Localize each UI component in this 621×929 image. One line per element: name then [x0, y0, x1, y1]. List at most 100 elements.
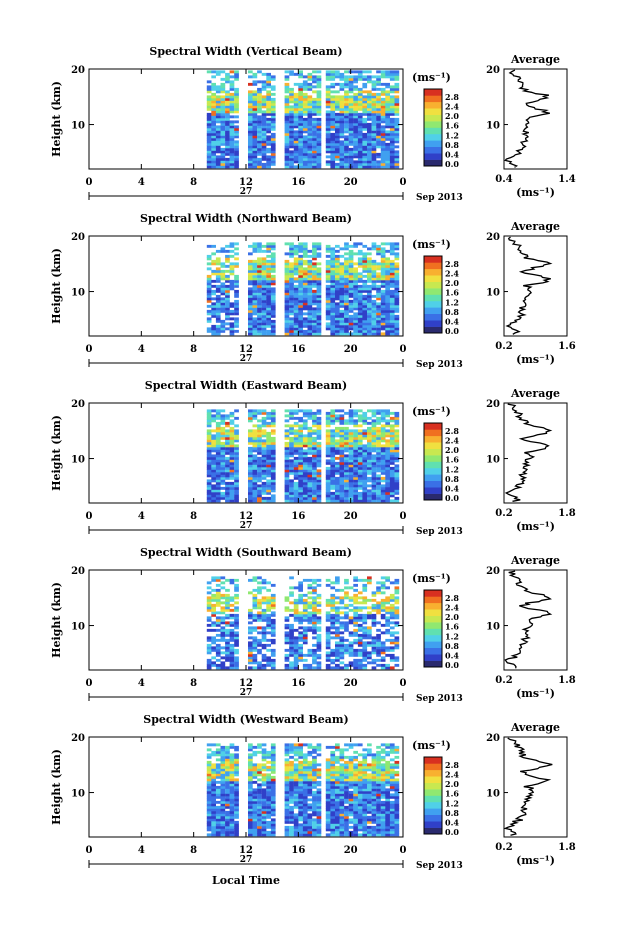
heatmap-cell: [348, 115, 354, 119]
heatmap-cell: [225, 414, 230, 418]
heatmap-cell: [215, 628, 221, 632]
heatmap-cell: [376, 155, 381, 159]
heatmap-cell: [380, 601, 386, 605]
heatmap-cell: [211, 588, 216, 592]
heatmap-cell: [220, 803, 226, 807]
heatmap-cell: [234, 638, 239, 642]
heatmap-cell: [335, 608, 340, 612]
heatmap-cell: [376, 653, 381, 657]
heatmap-cell: [261, 130, 267, 134]
heatmap-cell: [248, 666, 253, 670]
heatmap-cell: [289, 107, 294, 111]
heatmap-cell: [293, 324, 299, 328]
heatmap-cell: [266, 277, 271, 281]
heatmap-cell: [330, 262, 336, 266]
heatmap-cell: [252, 476, 258, 480]
heatmap-cell: [252, 436, 258, 440]
heatmap-cell: [316, 638, 322, 642]
heatmap-cell: [348, 274, 354, 278]
heatmap-cell: [307, 486, 313, 490]
heatmap-cell: [312, 262, 317, 266]
colorbar-swatch: [424, 480, 442, 488]
heatmap-cell: [206, 496, 212, 500]
heatmap-cell: [206, 489, 212, 493]
x-tick-label: 0: [86, 678, 93, 689]
heatmap-cell: [344, 157, 349, 161]
heatmap-cell: [234, 788, 239, 792]
heatmap-cell: [302, 302, 308, 306]
heatmap-cell: [385, 494, 390, 498]
heatmap-cell: [394, 611, 400, 615]
heatmap-cell: [257, 150, 262, 154]
heatmap-cell: [298, 479, 303, 483]
heatmap-cell: [357, 666, 363, 670]
heatmap-cell: [330, 157, 336, 161]
heatmap-cell: [307, 446, 313, 450]
heatmap-cell: [270, 307, 276, 311]
heatmap-cell: [215, 307, 221, 311]
heatmap-cell: [229, 623, 235, 627]
heatmap-cell: [215, 429, 221, 433]
heatmap-cell: [302, 449, 308, 453]
heatmap-cell: [307, 329, 313, 333]
heatmap-cell: [385, 307, 390, 311]
heatmap-cell: [348, 112, 354, 116]
x-tick-label: 4: [138, 344, 145, 355]
heatmap-cell: [389, 633, 395, 637]
heatmap-cell: [325, 479, 331, 483]
heatmap-cell: [220, 633, 226, 637]
heatmap-cell: [211, 284, 216, 288]
heatmap-cell: [293, 496, 299, 500]
heatmap-cell: [215, 160, 221, 164]
heatmap-cell: [220, 496, 226, 500]
heatmap-cell: [380, 446, 386, 450]
heatmap-cell: [389, 439, 395, 443]
heatmap-cell: [367, 611, 372, 615]
heatmap-cell: [220, 491, 226, 495]
heatmap-cell: [307, 466, 313, 470]
heatmap-cell: [220, 815, 226, 819]
heatmap-cell: [307, 474, 313, 478]
heatmap-cell: [270, 77, 276, 81]
heatmap-cell: [270, 489, 276, 493]
heatmap-cell: [385, 474, 390, 478]
heatmap-cell: [248, 147, 253, 151]
heatmap-cell: [261, 262, 267, 266]
heatmap-cell: [252, 494, 258, 498]
heatmap-cell: [234, 486, 239, 490]
heatmap-cell: [362, 656, 368, 660]
heatmap-cell: [220, 748, 226, 752]
heatmap-cell: [353, 267, 358, 271]
heatmap-cell: [206, 319, 212, 323]
heatmap-cell: [385, 601, 390, 605]
heatmap-cell: [330, 77, 336, 81]
heatmap-cell: [266, 102, 271, 106]
heatmap-cell: [312, 476, 317, 480]
heatmap-cell: [225, 312, 230, 316]
heatmap-cell: [289, 459, 294, 463]
heatmap-cell: [380, 284, 386, 288]
heatmap-cell: [380, 591, 386, 595]
heatmap-cell: [252, 439, 258, 443]
heatmap-cell: [362, 601, 368, 605]
heatmap-cell: [316, 120, 322, 124]
heatmap-cell: [335, 332, 340, 336]
heatmap-cell: [348, 282, 354, 286]
heatmap-cell: [316, 481, 322, 485]
heatmap-cell: [357, 464, 363, 468]
heatmap-cell: [229, 155, 235, 159]
heatmap-cell: [270, 112, 276, 116]
heatmap-cell: [389, 112, 395, 116]
heatmap-cell: [298, 132, 303, 136]
heatmap-cell: [353, 132, 358, 136]
heatmap-cell: [353, 489, 358, 493]
heatmap-cell: [284, 302, 290, 306]
colorbar-tick-label: 2.0: [445, 111, 459, 121]
heatmap-cell: [270, 252, 276, 256]
heatmap-cell: [248, 434, 253, 438]
heatmap-cell: [339, 638, 345, 642]
heatmap-cell: [325, 292, 331, 296]
heatmap-cell: [312, 332, 317, 336]
heatmap-cell: [339, 484, 345, 488]
heatmap-cell: [353, 307, 358, 311]
